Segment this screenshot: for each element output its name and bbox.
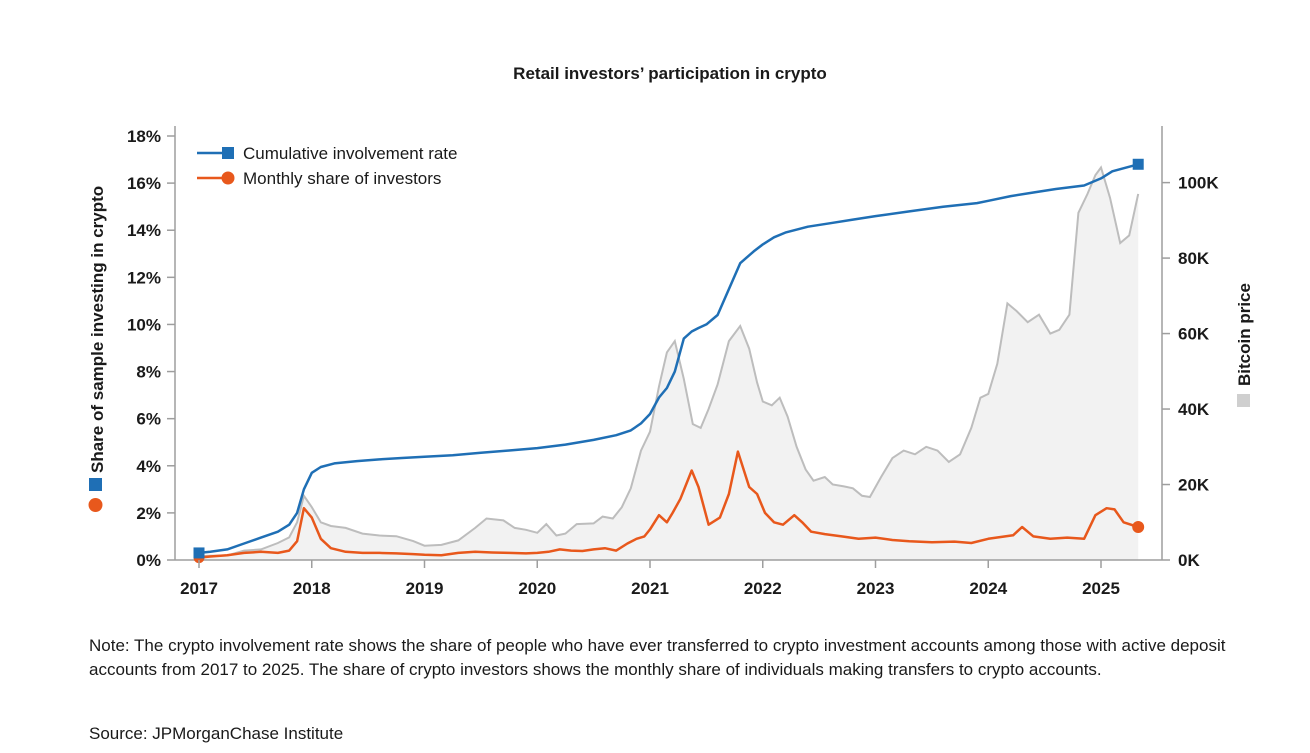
cumulative-rate-end-marker [1132, 158, 1144, 170]
y-tick-label: 8% [136, 363, 161, 382]
y-tick-label: 0% [136, 551, 161, 570]
source-text: Source: JPMorganChase Institute [89, 724, 344, 743]
y-tick-label: 14% [127, 221, 161, 240]
x-tick-label: 2017 [180, 579, 218, 598]
y-tick-label: 2% [136, 504, 161, 523]
y-tick-label: 18% [127, 127, 161, 146]
x-tick-label: 2021 [631, 579, 669, 598]
monthly-share-end-marker [1132, 521, 1145, 534]
y2-tick-label: 40K [1178, 400, 1210, 419]
right-axis-title-group: Bitcoin price [1235, 283, 1254, 407]
x-tick-label: 2020 [518, 579, 556, 598]
x-tick-label: 2019 [406, 579, 444, 598]
chart: 0% 2% 4% 6% 8% 10% 12% 14% 16% 18% 0K 20K 40K 60K 80K 1… [88, 126, 1254, 598]
legend-marker-cumulative [222, 147, 234, 159]
cumulative-rate-start-marker [193, 547, 205, 559]
y-tick-label: 10% [127, 315, 161, 334]
x-tick-label: 2023 [857, 579, 895, 598]
y2-tick-label: 80K [1178, 249, 1210, 268]
y2-tick-label: 100K [1178, 174, 1219, 193]
cumulative-rate-line [198, 163, 1139, 555]
right-axis-square-marker [1237, 394, 1250, 407]
monthly-share-line [198, 450, 1139, 559]
y-tick-label: 6% [136, 410, 161, 429]
x-tick-label: 2025 [1082, 579, 1120, 598]
x-tick-label: 2022 [744, 579, 782, 598]
legend: Cumulative involvement rate Monthly shar… [197, 144, 457, 188]
legend-marker-monthly [221, 171, 235, 185]
y-tick-label: 16% [127, 174, 161, 193]
ticks-layer: 0% 2% 4% 6% 8% 10% 12% 14% 16% 18% 0K 20K 40K 60K 80K 1… [127, 127, 1219, 598]
y2-tick-label: 60K [1178, 325, 1210, 344]
legend-label-cumulative: Cumulative involvement rate [243, 144, 457, 163]
bitcoin-line [198, 165, 1140, 558]
axes-layer [174, 126, 1163, 561]
bitcoin-area [199, 167, 1139, 560]
left-axis-title-group: Share of sample investing in crypto [88, 186, 107, 512]
y2-tick-label: 0K [1178, 551, 1200, 570]
y-tick-label: 4% [136, 457, 161, 476]
lines-layer [193, 158, 1145, 564]
left-axis-title: Share of sample investing in crypto [88, 186, 107, 473]
note-text: Note: The crypto involvement rate shows … [89, 636, 1226, 679]
left-axis-square-marker [89, 478, 102, 491]
right-axis-title: Bitcoin price [1235, 283, 1254, 386]
chart-title: Retail investors’ participation in crypt… [513, 64, 827, 83]
bitcoin-area-layer [198, 165, 1140, 560]
y2-tick-label: 20K [1178, 476, 1210, 495]
x-tick-label: 2024 [969, 579, 1007, 598]
y-tick-label: 12% [127, 268, 161, 287]
legend-label-monthly: Monthly share of investors [243, 169, 441, 188]
x-tick-label: 2018 [293, 579, 331, 598]
left-axis-circle-marker [88, 498, 103, 512]
